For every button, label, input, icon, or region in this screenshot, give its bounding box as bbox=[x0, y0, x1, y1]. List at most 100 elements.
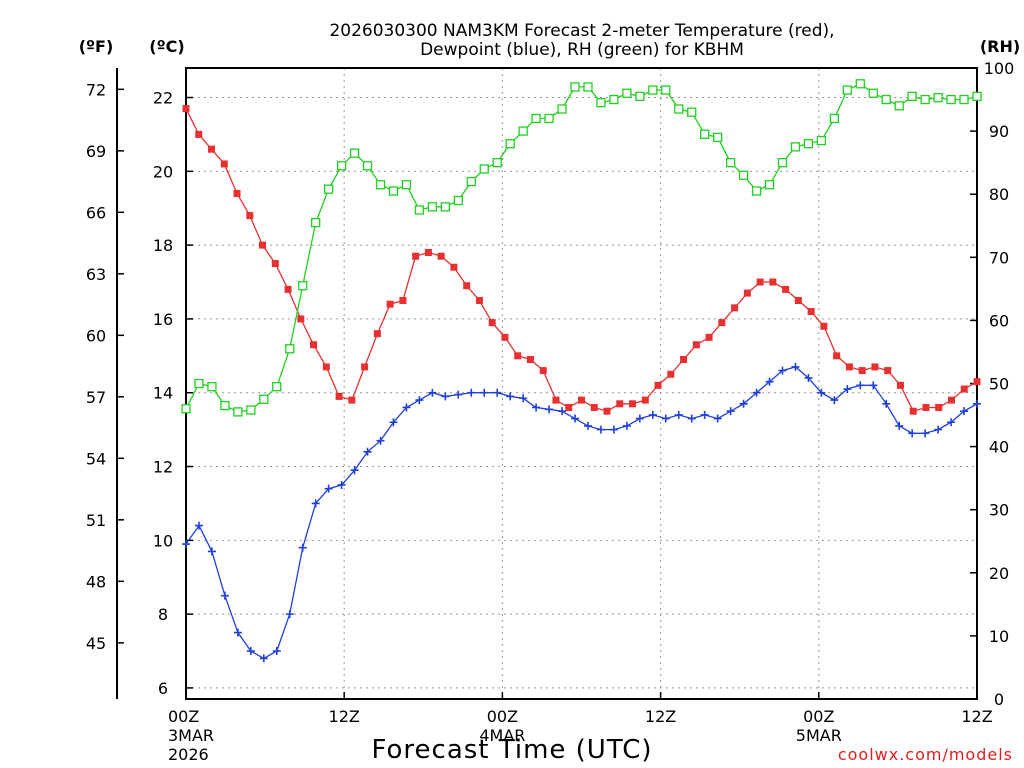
rh-point bbox=[725, 157, 736, 168]
dewpoint-point bbox=[571, 414, 580, 423]
dewpoint-point bbox=[882, 399, 891, 408]
dewpoint-point bbox=[207, 547, 216, 556]
fahrenheit-tick-label: 63 bbox=[86, 265, 106, 284]
dewpoint-point bbox=[389, 418, 398, 427]
temperature-point bbox=[756, 278, 764, 286]
dewpoint-point bbox=[182, 540, 190, 549]
temperature-point bbox=[973, 378, 981, 386]
rh-point bbox=[311, 217, 321, 228]
rh-point bbox=[855, 79, 865, 89]
dewpoint-point bbox=[285, 610, 294, 619]
temperature-point bbox=[590, 403, 598, 411]
rh-tick-label: 20 bbox=[989, 564, 1009, 583]
dewpoint-point bbox=[674, 410, 683, 419]
rh-point bbox=[362, 161, 373, 171]
temperature-point bbox=[450, 263, 458, 271]
dewpoint-point bbox=[350, 466, 359, 475]
celsius-tick-label: 8 bbox=[158, 605, 168, 624]
dewpoint-point bbox=[726, 407, 735, 416]
rh-tick-label: 60 bbox=[989, 311, 1009, 330]
dewpoint-series-line bbox=[185, 366, 978, 660]
fahrenheit-tick-label: 60 bbox=[86, 326, 106, 345]
x-tick-date-label: 4MAR bbox=[479, 726, 525, 745]
temperature-point bbox=[629, 400, 637, 408]
rh-tick-label: 40 bbox=[989, 438, 1009, 457]
celsius-tick-label: 10 bbox=[153, 531, 173, 550]
temperature-point bbox=[578, 396, 585, 404]
temperature-point bbox=[845, 363, 853, 371]
temperature-point bbox=[233, 189, 241, 197]
temperature-point bbox=[692, 341, 700, 349]
rh-point bbox=[738, 170, 749, 180]
rh-unit-label: (RH) bbox=[980, 37, 1020, 56]
dewpoint-point bbox=[363, 447, 372, 456]
temperature-point bbox=[731, 304, 739, 312]
dewpoint-point bbox=[233, 628, 242, 637]
dewpoint-point bbox=[558, 407, 567, 416]
temperature-point bbox=[871, 363, 879, 371]
rh-point bbox=[259, 394, 269, 404]
temperature-point bbox=[552, 396, 560, 404]
dewpoint-point bbox=[532, 403, 541, 412]
rh-point bbox=[401, 180, 412, 190]
temperature-point bbox=[424, 249, 432, 257]
dewpoint-point bbox=[337, 480, 346, 489]
temperature-point bbox=[960, 385, 968, 393]
temperature-point bbox=[437, 252, 445, 260]
temperature-point bbox=[654, 381, 662, 389]
rh-point bbox=[959, 94, 969, 105]
x-tick-year-label: 2026 bbox=[168, 745, 209, 764]
grid-lines bbox=[186, 68, 977, 699]
x-tick-label: 12Z bbox=[329, 707, 360, 726]
rh-point bbox=[492, 157, 502, 168]
rh-point bbox=[233, 407, 243, 417]
temperature-point bbox=[284, 285, 292, 293]
rh-point bbox=[648, 85, 658, 95]
fahrenheit-unit-label: (ºF) bbox=[79, 37, 114, 56]
temperature-point bbox=[310, 341, 318, 349]
rh-point bbox=[349, 148, 360, 158]
dewpoint-point bbox=[752, 388, 761, 397]
temperature-point bbox=[769, 278, 777, 286]
temperature-point bbox=[603, 407, 611, 415]
dewpoint-point bbox=[895, 421, 904, 430]
rh-point bbox=[336, 161, 347, 171]
dewpoint-point bbox=[700, 410, 709, 419]
rh-point bbox=[414, 205, 425, 215]
rh-point bbox=[285, 344, 295, 354]
temperature-point bbox=[246, 212, 254, 220]
temperature-point bbox=[820, 322, 828, 330]
x-tick-label: 00Z bbox=[803, 707, 834, 726]
temperature-point bbox=[463, 282, 471, 290]
rh-point bbox=[596, 98, 606, 108]
dewpoint-point bbox=[843, 385, 852, 394]
rh-point bbox=[323, 184, 334, 194]
celsius-tick-label: 6 bbox=[158, 679, 168, 698]
temperature-point bbox=[514, 352, 522, 360]
rh-point bbox=[427, 202, 438, 212]
temperature-point bbox=[718, 319, 726, 327]
dewpoint-point bbox=[467, 388, 476, 397]
fahrenheit-tick-label: 72 bbox=[86, 80, 106, 99]
dewpoint-point bbox=[973, 399, 981, 408]
dewpoint-point bbox=[506, 392, 515, 401]
dewpoint-point bbox=[220, 591, 229, 600]
temperature-point bbox=[475, 296, 483, 304]
temperature-point bbox=[195, 130, 203, 138]
dewpoint-point bbox=[960, 407, 969, 416]
rh-point bbox=[687, 107, 697, 117]
temperature-point bbox=[386, 300, 394, 308]
dewpoint-point bbox=[272, 647, 281, 656]
dewpoint-point bbox=[402, 403, 411, 412]
rh-point bbox=[220, 400, 230, 411]
dewpoint-point bbox=[493, 388, 502, 397]
dewpoint-point bbox=[934, 425, 943, 434]
temperature-point bbox=[616, 400, 624, 408]
rh-point bbox=[635, 91, 645, 102]
rh-point bbox=[842, 85, 852, 95]
credit-text: coolwx.com/models bbox=[838, 745, 1013, 764]
x-tick-label: 12Z bbox=[961, 707, 992, 726]
dewpoint-point bbox=[921, 429, 930, 438]
dewpoint-point bbox=[648, 410, 657, 419]
dewpoint-point bbox=[635, 414, 644, 423]
